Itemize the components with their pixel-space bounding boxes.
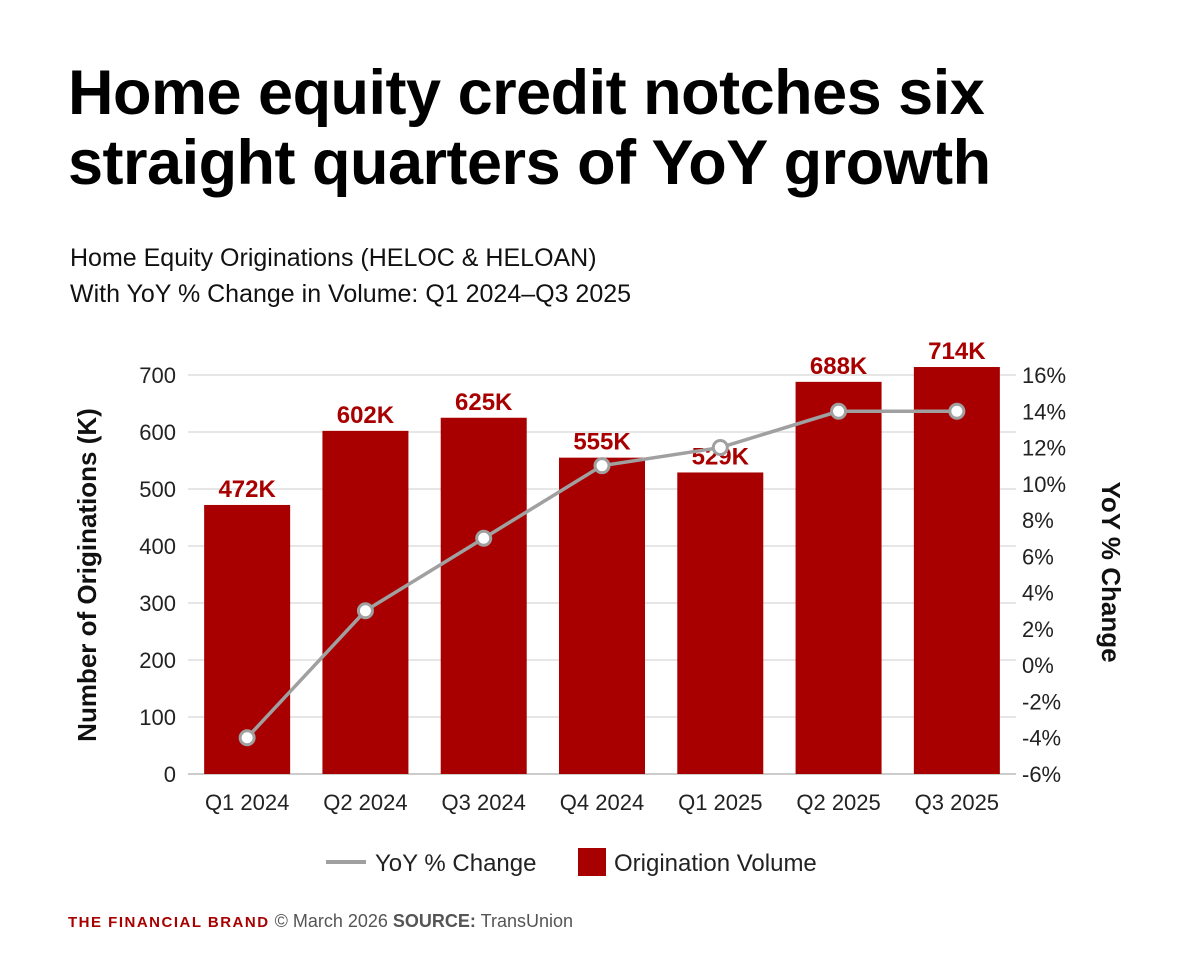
source: TransUnion <box>480 911 573 931</box>
bar-data-label: 625K <box>455 389 513 416</box>
y-tick-label: 600 <box>139 420 176 445</box>
x-tick-label: Q3 2024 <box>442 790 526 815</box>
bar-q2-2025 <box>795 381 882 774</box>
y-tick-label: 700 <box>139 363 176 388</box>
yoy-point <box>356 602 374 620</box>
bar-data-label: 688K <box>810 353 868 380</box>
y-tick-label: 100 <box>139 705 176 730</box>
bar-data-label: 714K <box>928 338 986 365</box>
x-tick-label: Q1 2025 <box>678 790 762 815</box>
y-tick-label: 500 <box>139 477 176 502</box>
copyright: © March 2026 <box>274 911 388 931</box>
brand-logo: THE FINANCIAL BRAND <box>68 914 270 931</box>
x-tick-label: Q4 2024 <box>560 790 644 815</box>
yoy-point <box>238 729 256 747</box>
bar-data-label: 472K <box>218 476 276 503</box>
y2-tick-label: 4% <box>1022 581 1054 606</box>
x-tick-label: Q3 2025 <box>915 790 999 815</box>
y2-tick-label: 12% <box>1022 436 1066 461</box>
y2-tick-label: -2% <box>1022 689 1061 714</box>
bar-data-label: 602K <box>337 402 395 429</box>
y2-axis-title: YoY % Change <box>1096 481 1126 662</box>
y2-tick-label: 6% <box>1022 544 1054 569</box>
yoy-point <box>830 402 848 420</box>
yoy-point <box>711 439 729 457</box>
y-tick-label: 200 <box>139 648 176 673</box>
legend-label-yoy: YoY % Change <box>375 850 536 877</box>
y2-tick-label: -6% <box>1022 762 1061 787</box>
bar-q3-2024 <box>440 417 527 774</box>
y2-tick-label: 14% <box>1022 399 1066 424</box>
x-tick-label: Q2 2025 <box>796 790 880 815</box>
y2-tick-label: 10% <box>1022 472 1066 497</box>
y2-tick-label: 16% <box>1022 363 1066 388</box>
y-axis-title: Number of Originations (K) <box>72 408 102 742</box>
bar-q1-2025 <box>677 472 764 774</box>
y2-tick-label: 0% <box>1022 653 1054 678</box>
bar-q1-2024 <box>204 504 291 774</box>
y-tick-label: 400 <box>139 534 176 559</box>
x-tick-label: Q2 2024 <box>323 790 407 815</box>
legend-bar-swatch <box>578 848 606 876</box>
y2-tick-label: -4% <box>1022 726 1061 751</box>
subtitle-line-2: With YoY % Change in Volume: Q1 2024–Q3 … <box>70 280 632 308</box>
x-tick-label: Q1 2024 <box>205 790 289 815</box>
yoy-point <box>948 402 966 420</box>
y2-tick-label: 8% <box>1022 508 1054 533</box>
bar-data-label: 555K <box>573 429 631 456</box>
yoy-point <box>593 457 611 475</box>
bar-q3-2025 <box>913 367 1000 774</box>
source-label: SOURCE: <box>392 911 476 931</box>
bar-q4-2024 <box>559 457 645 774</box>
y-tick-label: 300 <box>139 591 176 616</box>
chart-title: Home equity credit notches six straight … <box>68 58 991 198</box>
subtitle-line-1: Home Equity Originations (HELOC & HELOAN… <box>70 244 597 272</box>
footer: THE FINANCIAL BRAND © March 2026 SOURCE:… <box>68 911 573 932</box>
y2-tick-label: 2% <box>1022 617 1054 642</box>
yoy-point <box>475 529 493 547</box>
y-tick-label: 0 <box>164 762 176 787</box>
legend-label-volume: Origination Volume <box>614 850 817 877</box>
chart-subtitle: Home Equity Originations (HELOC & HELOAN… <box>70 240 631 312</box>
